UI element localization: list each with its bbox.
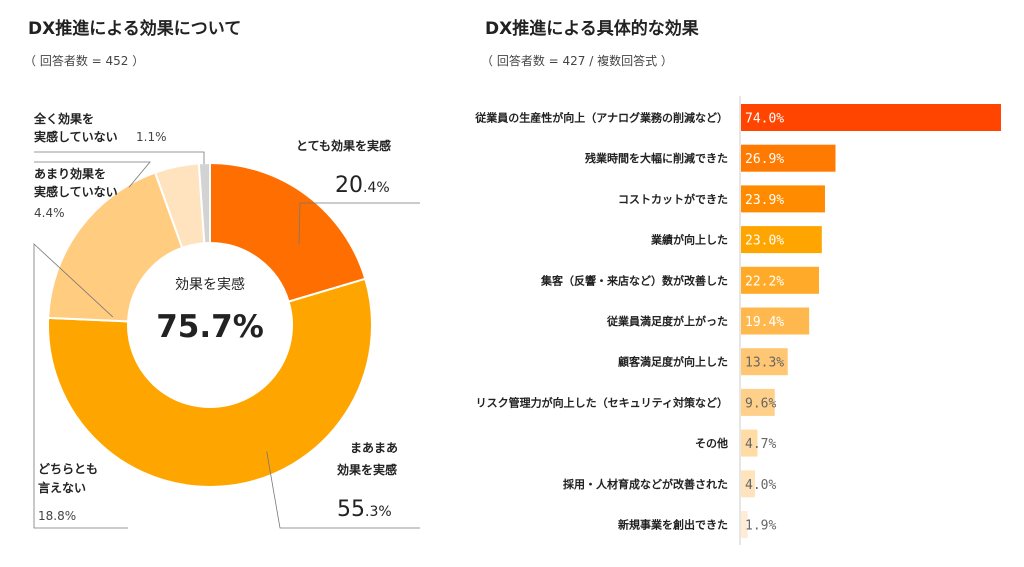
slice-value-1-decimal: .3% xyxy=(365,504,392,520)
donut-chart-title: DX推進による効果について xyxy=(28,19,242,39)
slice-value-2: 18.8% xyxy=(38,509,76,523)
bar-value-8: 4.7% xyxy=(745,437,776,452)
slice-label-3-line-1: 実感していない xyxy=(34,184,118,199)
donut-slice-1 xyxy=(47,277,373,488)
donut-leader-1 xyxy=(266,451,420,529)
bar-value-6: 13.3% xyxy=(745,356,784,371)
bar-category-5: 従業員満足度が上がった xyxy=(606,314,728,328)
slice-label-2-line-1: 言えない xyxy=(38,480,86,495)
slice-label-1-line-0: まあまあ xyxy=(350,441,398,455)
bar-chart-title: DX推進による具体的な効果 xyxy=(485,19,699,39)
slice-label-0: とても効果を実感 xyxy=(296,138,391,153)
donut-leader-0 xyxy=(298,202,420,245)
bar-value-1: 26.9% xyxy=(745,152,784,167)
bar-value-0: 74.0% xyxy=(745,112,784,127)
donut-chart: 効果を実感75.7%とても効果を実感20.4%まあまあ効果を実感55.3%どちら… xyxy=(33,111,420,529)
slice-label-4-line-1: 実感していない xyxy=(34,129,118,144)
slice-value-3: 4.4% xyxy=(34,206,65,220)
bar-value-7: 9.6% xyxy=(745,396,776,411)
bar-chart: 従業員の生産性が向上（アナログ業務の削減など） 74.0% 残業時間を大幅に削減でき… xyxy=(474,96,1001,545)
donut-slice-0 xyxy=(209,161,367,303)
bar-10 xyxy=(741,511,748,538)
bar-category-1: 残業時間を大幅に削減できた xyxy=(585,151,728,165)
donut-leader-4 xyxy=(34,151,205,164)
bar-2 xyxy=(741,185,825,213)
slice-label-4-line-0: 全く効果を xyxy=(33,111,94,126)
bar-category-4: 集客（反響・来店など）数が改善した xyxy=(540,273,728,287)
slice-value-4: 1.1% xyxy=(136,130,167,144)
donut-leader-2 xyxy=(33,243,128,529)
bar-category-2: コストカットができた xyxy=(618,192,728,206)
bar-value-10: 1.9% xyxy=(745,519,776,534)
bar-8 xyxy=(741,429,758,457)
bar-category-9: 採用・人材育成などが改善された xyxy=(563,477,728,491)
bar-value-4: 22.2% xyxy=(745,274,784,289)
bar-5 xyxy=(741,307,810,335)
donut-leader-3 xyxy=(34,161,151,188)
bar-9 xyxy=(741,470,756,498)
bar-value-2: 23.9% xyxy=(745,193,784,208)
bar-category-10: 新規事業を創出できた xyxy=(618,518,728,532)
slice-value-0: 20.4% xyxy=(335,173,390,198)
donut-slice-4 xyxy=(197,161,211,245)
bar-3 xyxy=(741,226,822,254)
bar-category-6: 顧客満足度が向上した xyxy=(618,355,728,369)
bar-4 xyxy=(741,266,819,294)
donut-slice-2 xyxy=(47,171,184,323)
donut-chart-respondents: （ 回答者数 = 452 ） xyxy=(24,54,145,68)
bar-category-7: リスク管理力が向上した（セキュリティ対策など） xyxy=(476,395,728,409)
bar-value-3: 23.0% xyxy=(745,234,784,249)
donut-center-label: 効果を実感 xyxy=(175,276,245,293)
slice-value-1: 55.3% xyxy=(337,497,392,522)
bar-category-3: 業績が向上した xyxy=(650,233,728,247)
bar-7 xyxy=(741,388,775,416)
slice-label-3-line-0: あまり効果を xyxy=(34,166,106,181)
bar-0 xyxy=(741,104,1001,131)
bar-6 xyxy=(741,348,788,376)
slice-value-0-decimal: .4% xyxy=(363,180,390,196)
bar-category-0: 従業員の生産性が向上（アナログ業務の削減など） xyxy=(474,111,728,125)
bar-category-8: その他 xyxy=(695,436,728,450)
bar-chart-respondents: （ 回答者数 = 427 / 複数回答式 ） xyxy=(481,54,673,68)
bar-1 xyxy=(741,144,836,172)
slice-label-2-line-0: どちらとも xyxy=(38,462,98,476)
bar-value-9: 4.0% xyxy=(745,478,776,493)
slice-label-1-line-1: 効果を実感 xyxy=(337,462,397,477)
bar-value-5: 19.4% xyxy=(745,315,784,330)
donut-center-value: 75.7% xyxy=(156,309,264,345)
